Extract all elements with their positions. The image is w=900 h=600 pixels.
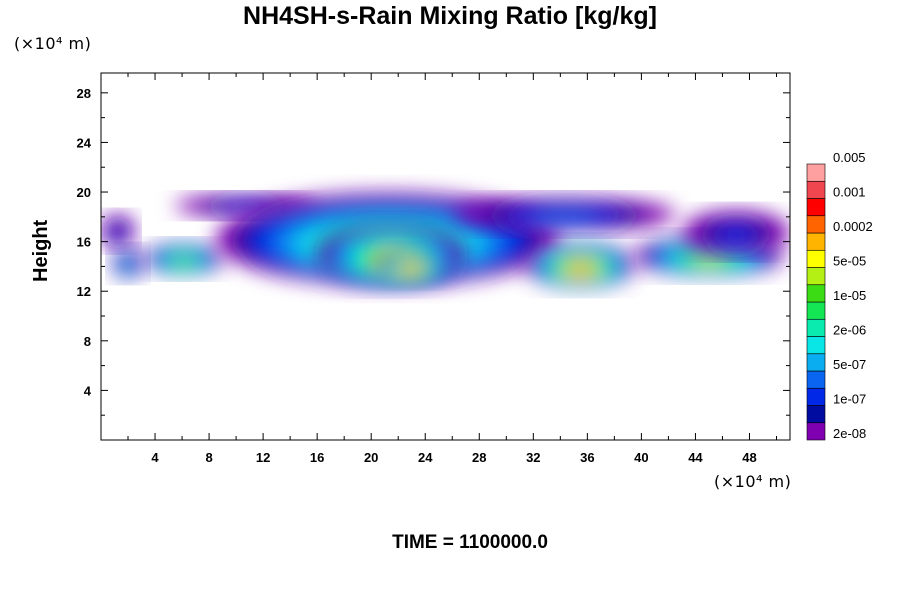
colorbar-label: 2e-08 (833, 426, 866, 441)
colorbar-swatch (806, 387, 826, 406)
time-label: TIME = 1100000.0 (392, 532, 548, 553)
y-axis-unit-label: (×10⁴ m) (14, 34, 92, 53)
x-tick-label: 8 (205, 450, 212, 465)
colorbar-label: 1e-05 (833, 288, 866, 303)
colorbar-swatch (806, 422, 826, 441)
x-tick-label: 28 (472, 450, 486, 465)
cloud-level (576, 268, 586, 273)
cloud-level (700, 258, 717, 263)
colorbar-label: 0.0002 (833, 219, 873, 234)
y-tick-label: 8 (84, 334, 91, 349)
colorbar-label: 0.001 (833, 184, 866, 199)
x-tick-label: 48 (742, 450, 756, 465)
colorbar-swatch (806, 249, 826, 268)
colorbar-swatch (806, 336, 826, 355)
x-tick-label: 32 (526, 450, 540, 465)
y-tick-label: 16 (77, 235, 91, 250)
cloud-region (111, 247, 145, 279)
colorbar-swatch (806, 267, 826, 286)
x-tick-label: 16 (310, 450, 324, 465)
cloud-region (526, 241, 635, 289)
y-tick-label: 28 (77, 86, 91, 101)
cloud-level (715, 227, 757, 244)
colorbar-swatch (806, 353, 826, 372)
colorbar-swatch (806, 163, 826, 182)
colorbar-label: 5e-07 (833, 357, 866, 372)
colorbar-label: 5e-05 (833, 253, 866, 268)
cloud-region (101, 214, 135, 248)
colorbar-swatch (806, 198, 826, 217)
colorbar-swatch (806, 405, 826, 424)
cloud-level (111, 227, 125, 240)
y-tick-label: 24 (77, 135, 92, 150)
x-tick-label: 36 (580, 450, 594, 465)
colorbar-swatch (806, 284, 826, 303)
y-tick-label: 12 (77, 284, 91, 299)
colorbar-label: 0.005 (833, 150, 866, 165)
cloud-region (681, 210, 790, 255)
colorbar: 2e-08 1e-07 5e-07 2e-06 1e-05 5e-05 0.0002 0.00… (806, 150, 873, 441)
colorbar-swatch (806, 301, 826, 320)
colorbar-swatch (806, 232, 826, 251)
cloud-region (452, 196, 676, 232)
colorbar-swatch (806, 215, 826, 234)
cloud-level (531, 212, 596, 223)
cloud-level (409, 268, 415, 272)
plot-frame (100, 72, 791, 441)
cloud-level (178, 260, 189, 265)
x-tick-label: 4 (151, 450, 159, 465)
colorbar-swatch (806, 370, 826, 389)
colorbar-label: 1e-07 (833, 391, 866, 406)
heatmap-field (101, 193, 790, 289)
cloud-region (144, 242, 223, 276)
x-tick-label: 20 (364, 450, 378, 465)
x-tick-label: 24 (418, 450, 433, 465)
colorbar-swatch (806, 318, 826, 337)
x-tick-label: 40 (634, 450, 648, 465)
y-tick-label: 20 (77, 185, 91, 200)
colorbar-swatch (806, 180, 826, 199)
x-tick-label: 44 (688, 450, 703, 465)
cloud-level (124, 263, 132, 270)
y-tick-label: 4 (84, 383, 92, 398)
colorbar-label: 2e-06 (833, 322, 866, 337)
x-tick-label: 12 (256, 450, 270, 465)
x-axis-unit-label: (×10⁴ m) (714, 472, 792, 491)
cloud-region (377, 247, 446, 284)
chart-title: NH4SH-s-Rain Mixing Ratio [kg/kg] (243, 2, 657, 30)
